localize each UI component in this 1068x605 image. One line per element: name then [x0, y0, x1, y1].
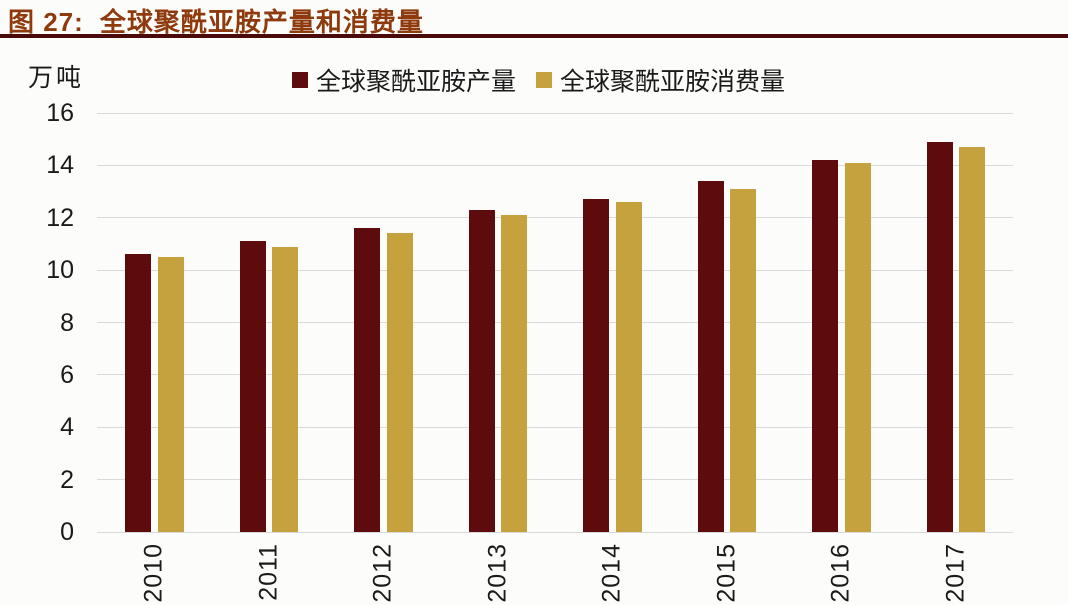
gridline — [97, 165, 1013, 166]
bar-production-2010 — [125, 254, 151, 532]
x-tick-label: 2017 — [941, 543, 970, 603]
figure-number: 图 27: — [8, 7, 84, 37]
production-legend-marker-icon — [292, 72, 308, 88]
y-tick-label: 8 — [60, 309, 74, 337]
x-tick-label: 2013 — [483, 543, 512, 603]
y-tick-label: 2 — [60, 466, 74, 494]
gridline — [97, 479, 1013, 480]
x-tick-label: 2015 — [712, 543, 741, 603]
bar-consumption-2011 — [272, 247, 298, 532]
bar-consumption-2014 — [616, 202, 642, 532]
consumption-legend-marker-icon — [536, 72, 553, 88]
bar-consumption-2013 — [501, 215, 527, 532]
figure-title-row: 图 27: 全球聚酰亚胺产量和消费量 — [8, 2, 424, 39]
y-tick-label: 0 — [60, 518, 74, 546]
title-divider — [0, 34, 1068, 38]
y-axis-unit-label: 万吨 — [28, 64, 85, 92]
legend-item-production: 全球聚酰亚胺产量 — [292, 62, 516, 98]
y-axis: 0 2 4 6 8 10 12 14 16 — [0, 99, 74, 546]
chart-legend: 全球聚酰亚胺产量 全球聚酰亚胺消费量 — [292, 62, 785, 98]
bar-production-2014 — [583, 199, 609, 532]
bar-consumption-2017 — [959, 147, 985, 532]
plot-area — [97, 113, 1013, 533]
gridline — [97, 374, 1013, 375]
bar-consumption-2010 — [158, 257, 184, 532]
x-tick-label: 2012 — [368, 543, 397, 603]
legend-label-production: 全球聚酰亚胺产量 — [316, 68, 517, 96]
y-tick-label: 12 — [46, 204, 74, 232]
y-tick-label: 4 — [60, 413, 74, 441]
gridline — [97, 532, 1013, 533]
gridline — [97, 270, 1013, 271]
gridline — [97, 217, 1013, 218]
bar-production-2013 — [469, 210, 495, 532]
bar-production-2011 — [240, 241, 266, 532]
x-tick-label: 2014 — [597, 543, 626, 603]
bar-production-2016 — [812, 160, 838, 532]
gridline — [97, 113, 1013, 114]
y-tick-label: 10 — [46, 256, 74, 284]
legend-item-consumption: 全球聚酰亚胺消费量 — [536, 62, 785, 98]
x-tick-label: 2016 — [826, 543, 855, 603]
y-tick-label: 14 — [46, 151, 74, 179]
gridline — [97, 427, 1013, 428]
bar-production-2015 — [698, 181, 724, 532]
x-axis: 2010 2011 2012 2013 2014 2015 2016 2017 — [97, 538, 1013, 603]
y-tick-label: 16 — [46, 99, 74, 127]
bar-consumption-2016 — [845, 163, 871, 532]
gridline — [97, 322, 1013, 323]
x-tick-label: 2010 — [139, 543, 168, 603]
y-tick-label: 6 — [60, 361, 74, 389]
figure-title: 全球聚酰亚胺产量和消费量 — [99, 7, 424, 37]
bar-consumption-2015 — [730, 189, 756, 532]
bar-consumption-2012 — [387, 233, 413, 532]
bar-production-2012 — [354, 228, 380, 532]
bar-production-2017 — [927, 142, 953, 532]
legend-label-consumption: 全球聚酰亚胺消费量 — [560, 68, 786, 96]
x-tick-label: 2011 — [254, 543, 283, 601]
